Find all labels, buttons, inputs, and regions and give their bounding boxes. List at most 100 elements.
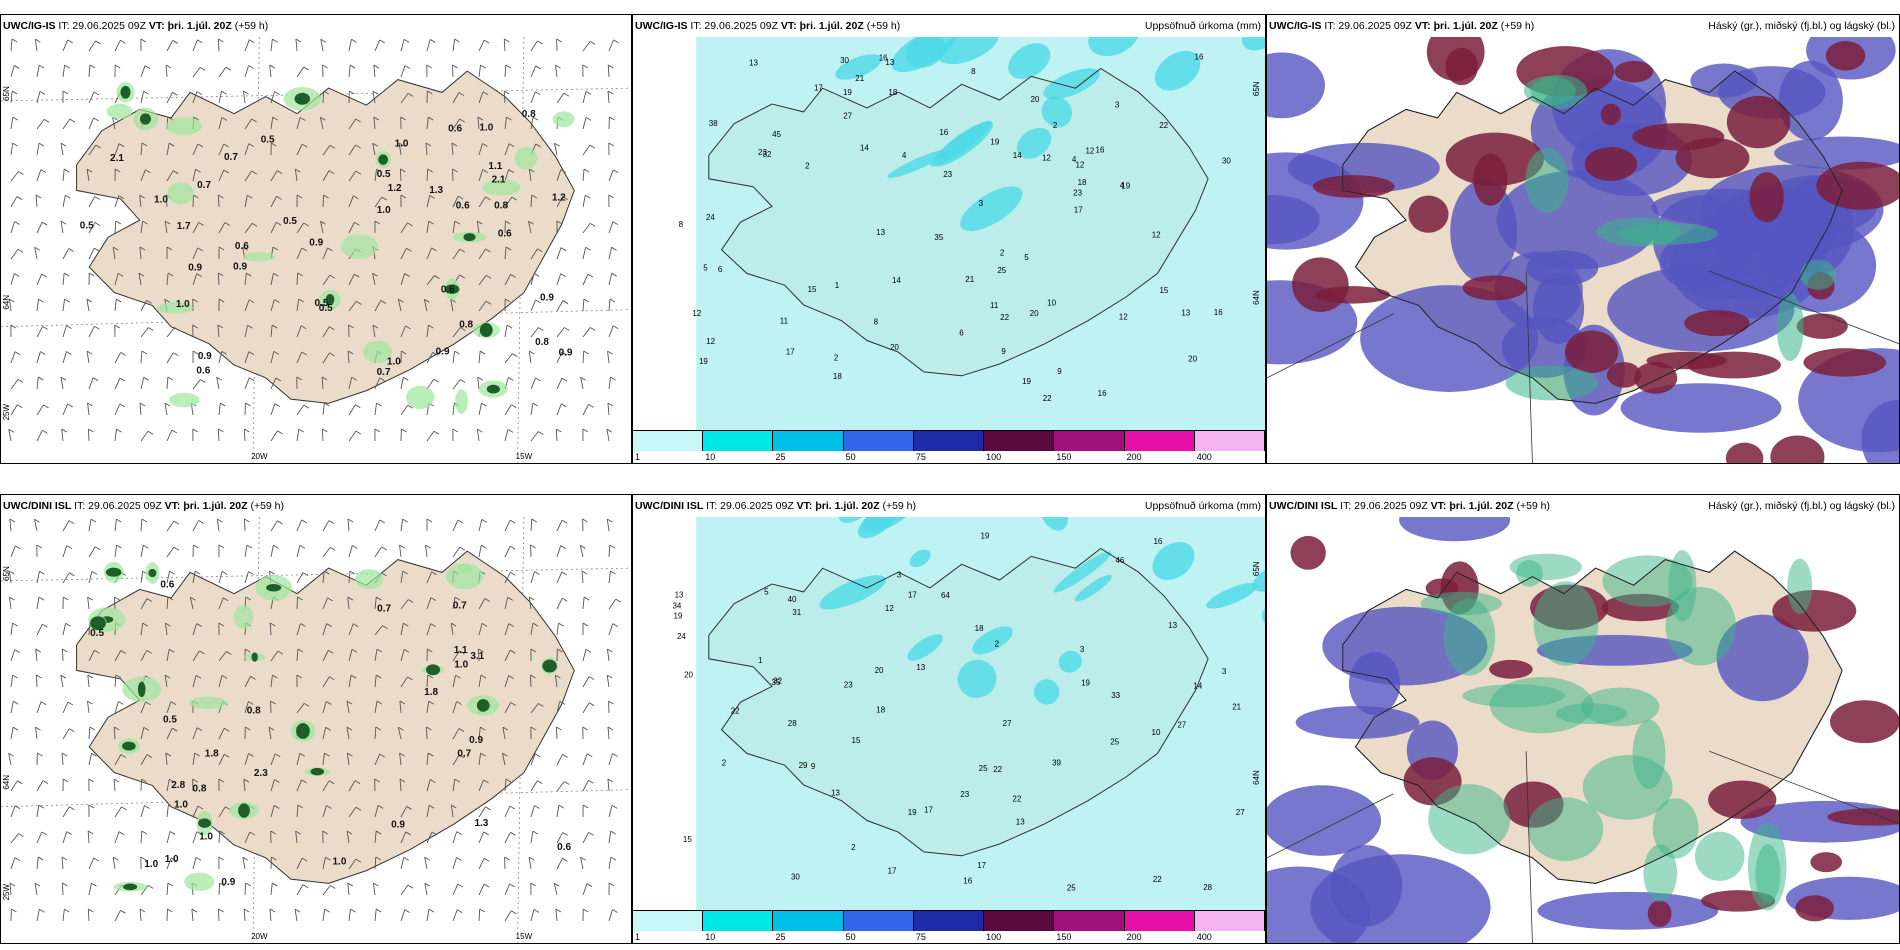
wind-barb <box>556 351 563 364</box>
mid-cloud-area <box>1795 895 1835 922</box>
wind-barb <box>530 299 536 312</box>
light-precip-area <box>445 563 484 590</box>
wind-barb <box>166 701 172 714</box>
wind-barb-flag <box>68 248 74 252</box>
wind-barb <box>530 40 538 52</box>
wind-barb-flag <box>251 170 257 175</box>
wind-barb-flag <box>351 38 357 43</box>
high-cloud-area <box>1527 797 1604 861</box>
wind-barb-flag <box>346 700 353 705</box>
wind-barb-flag <box>145 701 151 706</box>
wind-barb-flag <box>88 804 95 809</box>
wind-barb-flag <box>143 376 149 381</box>
wind-barb <box>400 676 408 688</box>
wind-barb-flag <box>323 90 329 95</box>
wind-barb-flag <box>430 623 436 627</box>
wind-barb-flag <box>457 883 464 888</box>
wind-barb <box>62 118 71 130</box>
wind-barb <box>8 571 12 584</box>
wind-barb <box>296 519 303 532</box>
wind-barb <box>348 39 352 52</box>
wind-barb-flag <box>114 596 120 601</box>
wind-barb-flag <box>303 66 309 71</box>
wind-barb <box>140 545 144 558</box>
wind-barb <box>348 858 357 870</box>
wind-barb-flag <box>269 64 275 69</box>
wind-barb-flag <box>248 143 254 147</box>
wind-barb <box>320 39 324 52</box>
wind-barb-flag <box>485 300 492 305</box>
wind-barb-flag <box>586 883 593 888</box>
wind-barb <box>452 728 460 740</box>
wind-barb <box>374 805 379 818</box>
wind-barb-flag <box>268 726 275 731</box>
wind-barb <box>452 351 456 364</box>
wind-barb-flag <box>62 882 68 887</box>
wind-barb <box>216 519 220 532</box>
wind-barb-flag <box>377 805 384 809</box>
wind-barb <box>296 247 303 260</box>
heavy-precip-area <box>251 652 258 662</box>
wind-barb <box>114 429 117 442</box>
wind-barb-flag <box>329 326 335 331</box>
wind-barb-flag <box>218 38 224 43</box>
wind-barb <box>426 195 431 208</box>
wind-barb <box>140 327 149 338</box>
wind-barb-flag <box>38 64 45 69</box>
wind-barb <box>164 675 168 688</box>
wind-barb <box>504 325 508 338</box>
wind-barb-flag <box>355 858 362 863</box>
wind-barb-flag <box>508 143 515 148</box>
wind-barb-flag <box>560 545 566 549</box>
wind-barb <box>140 623 144 636</box>
wind-barb <box>36 597 40 610</box>
map-precip-dini: 2 3 3 3 2 1 2 5 14 9 19 17 22 13 12 17 28 25 15 13 20 27 17 16 1… <box>633 517 1265 911</box>
wind-barb <box>166 273 169 286</box>
wind-barb-flag <box>403 39 410 43</box>
high-cloud-area <box>1596 217 1682 247</box>
wind-barb-flag <box>430 779 436 783</box>
wind-barb-flag <box>427 116 434 121</box>
light-precip-area <box>184 872 215 892</box>
wind-barb <box>140 431 149 442</box>
precip-total-label: 22 <box>1043 394 1052 403</box>
precip-value-label: 0.6 <box>456 200 470 211</box>
precip-total-label: 38 <box>709 119 718 128</box>
wind-barb <box>192 831 198 844</box>
wind-barb <box>322 857 326 870</box>
wind-barb <box>244 351 250 364</box>
precip-value-label: 0.6 <box>557 842 571 853</box>
colorbar-swatch <box>1124 431 1195 451</box>
wind-barb <box>10 675 14 688</box>
precip-value-label: 0.6 <box>160 580 174 591</box>
wind-barb <box>347 883 350 896</box>
wind-barb <box>555 909 558 922</box>
wind-barb <box>397 727 402 740</box>
panel-precip-dini: UWC/DINI ISL IT: 29.06.2025 09Z VT: þri.… <box>632 494 1266 944</box>
wind-barb <box>192 273 198 286</box>
wind-barb <box>88 91 95 104</box>
colorbar-swatch <box>773 431 844 451</box>
model-name: UWC/DINI ISL <box>635 500 704 512</box>
precip-total-label: 25 <box>1110 737 1119 746</box>
wind-barb-flag <box>502 752 508 757</box>
wind-barb-flag <box>195 168 201 173</box>
wind-barb-flag <box>348 324 354 329</box>
precip-total-label: 29 <box>799 761 808 770</box>
wind-barb-flag <box>347 882 354 887</box>
wind-barb-flag <box>406 806 412 810</box>
wind-barb <box>294 169 298 182</box>
wind-barb-flag <box>272 38 278 43</box>
wind-barb-flag <box>297 648 304 653</box>
wind-barb-flag <box>346 830 353 835</box>
precip-total-label: 19 <box>843 88 852 97</box>
wind-barb-flag <box>272 882 278 887</box>
precip-value-label: 0.8 <box>193 783 207 794</box>
precip-field-moderate <box>1040 517 1069 531</box>
wind-barb <box>478 806 486 818</box>
wind-barb <box>244 170 253 182</box>
wind-barb <box>504 597 509 610</box>
iceland-coastline <box>708 67 1209 377</box>
wind-barb-flag <box>243 778 250 783</box>
mid-cloud-area <box>1770 435 1825 463</box>
